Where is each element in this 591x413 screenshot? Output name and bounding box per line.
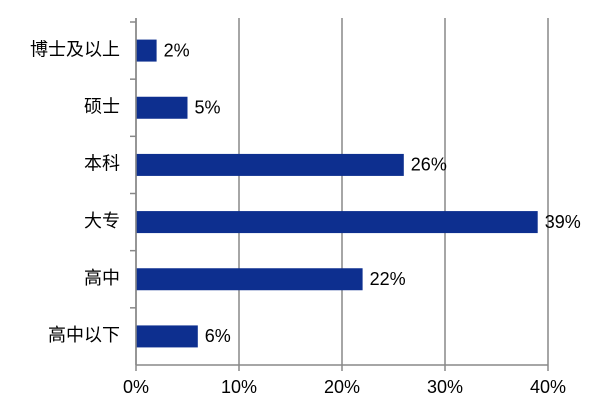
y-tick-label: 高中以下 <box>48 325 120 345</box>
data-label: 2% <box>164 40 190 60</box>
x-tick-label: 40% <box>530 377 566 397</box>
y-tick-label: 高中 <box>84 268 120 288</box>
y-tick-label: 博士及以上 <box>30 39 120 59</box>
bar <box>136 96 188 119</box>
data-label: 6% <box>205 326 231 346</box>
bar <box>136 268 363 291</box>
data-label: 26% <box>411 155 447 175</box>
data-label: 22% <box>370 269 406 289</box>
x-tick-label: 20% <box>324 377 360 397</box>
y-tick-label: 硕士 <box>84 97 120 117</box>
x-tick-label: 0% <box>123 377 149 397</box>
data-label: 5% <box>195 98 221 118</box>
y-tick-label: 大专 <box>84 211 120 231</box>
x-tick-label: 10% <box>221 377 257 397</box>
bar <box>136 39 157 62</box>
bar <box>136 211 538 234</box>
y-tick-label: 本科 <box>84 154 120 174</box>
bar <box>136 325 198 348</box>
x-tick-label: 30% <box>427 377 463 397</box>
bar <box>136 153 404 176</box>
data-label: 39% <box>545 212 581 232</box>
